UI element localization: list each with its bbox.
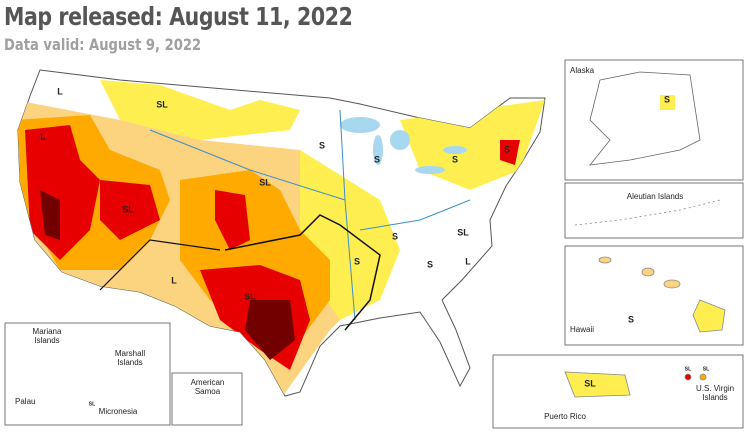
impact-label: L <box>40 131 46 141</box>
impact-label: SL <box>584 378 596 388</box>
subtitle: Data valid: August 9, 2022 <box>4 35 202 54</box>
inset-label: Palau <box>15 397 36 406</box>
impact-label: S <box>427 259 433 269</box>
impact-label: S <box>392 231 398 241</box>
insets <box>4 59 744 429</box>
impact-label: S <box>504 144 510 154</box>
impact-label: SL <box>457 227 469 237</box>
impact-label: SL <box>259 177 271 187</box>
impact-label: S <box>374 154 380 164</box>
inset-label: Puerto Rico <box>544 412 586 421</box>
impact-label: SL <box>122 204 134 214</box>
impact-label: SL <box>89 401 95 407</box>
impact-label: S <box>354 256 360 266</box>
impact-label: SL <box>685 366 691 372</box>
title: Map released: August 11, 2022 <box>4 2 353 31</box>
inset-label: American Samoa <box>190 378 225 396</box>
inset-label: Micronesia <box>98 407 138 416</box>
impact-label: SL <box>703 366 709 372</box>
mainland <box>17 69 546 397</box>
inset-label: Alaska <box>570 66 595 75</box>
inset-label: Hawaii <box>570 325 595 334</box>
impact-label: S <box>452 154 458 164</box>
impact-label: S <box>319 140 325 150</box>
impact-label: L <box>465 256 471 266</box>
inset-label: Mariana Islands <box>32 327 62 345</box>
impact-label: L <box>57 86 63 96</box>
inset-label: U.S. Virgin Islands <box>695 384 735 402</box>
impact-label: L <box>171 275 177 285</box>
inset-label: Aleutian Islands <box>626 192 684 201</box>
impact-label: SL <box>244 291 256 301</box>
impact-labels: L L SL S S S S SL SL S SL L S S SL L S S SL SL SL SL <box>40 86 709 407</box>
impact-label: SL <box>156 99 168 109</box>
impact-label: S <box>628 314 634 324</box>
inset-label: Marshall Islands <box>114 349 146 367</box>
impact-label: S <box>664 94 670 104</box>
